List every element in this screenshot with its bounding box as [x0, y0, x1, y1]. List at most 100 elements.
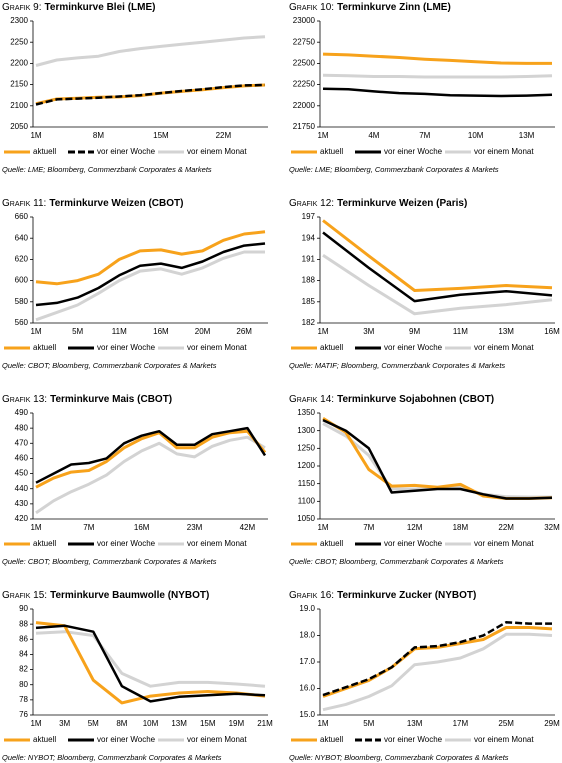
chart-title-text: Terminkurve Weizen (Paris)	[337, 198, 467, 209]
legend-label: aktuell	[33, 147, 56, 156]
legend-label: vor einer Woche	[97, 539, 156, 548]
chart-title-text: Terminkurve Mais (CBOT)	[50, 394, 172, 405]
legend-label: vor einem Monat	[474, 539, 534, 548]
y-tick-label: 82	[19, 665, 28, 674]
y-tick-label: 15.0	[299, 710, 315, 719]
x-tick-label: 9M	[409, 327, 420, 336]
chart-title-text: Terminkurve Zucker (NYBOT)	[337, 590, 476, 601]
x-tick-label: 15M	[153, 131, 169, 140]
x-tick-label: 29M	[544, 719, 560, 728]
y-tick-label: 1350	[297, 408, 315, 417]
series-line	[322, 626, 553, 698]
y-tick-label: 2150	[10, 80, 28, 89]
chart-label: Grafik 16:	[289, 590, 334, 601]
y-tick-label: 1300	[297, 426, 315, 435]
legend-label: vor einer Woche	[97, 147, 156, 156]
y-tick-label: 2050	[10, 122, 28, 131]
chart-title-text: Terminkurve Blei (LME)	[45, 2, 156, 13]
y-tick-label: 22250	[293, 80, 316, 89]
legend-label: vor einer Woche	[384, 147, 443, 156]
series-line	[322, 417, 553, 500]
source-note: Quelle: NYBOT; Bloomberg, Commerzbank Co…	[289, 753, 509, 762]
legend-label: vor einer Woche	[384, 343, 443, 352]
chart-label: Grafik 15:	[2, 590, 47, 601]
y-tick-label: 194	[302, 233, 316, 242]
series-line	[322, 632, 553, 712]
x-tick-label: 20M	[195, 327, 211, 336]
chart-label: Grafik 14:	[289, 394, 334, 405]
chart-title: Grafik 16: Terminkurve Zucker (NYBOT)	[289, 590, 476, 601]
chart-title-text: Terminkurve Baumwolle (NYBOT)	[50, 590, 209, 601]
x-tick-label: 15M	[200, 719, 216, 728]
legend-label: aktuell	[320, 147, 343, 156]
y-tick-label: 1100	[298, 496, 316, 505]
series-line	[35, 83, 266, 106]
x-tick-label: 11M	[453, 327, 468, 336]
x-tick-label: 1M	[30, 327, 41, 336]
legend-label: aktuell	[33, 735, 56, 744]
series-line	[35, 621, 266, 705]
y-tick-label: 78	[19, 695, 28, 704]
x-tick-label: 16M	[153, 327, 169, 336]
series-line	[322, 621, 552, 697]
x-tick-label: 12M	[407, 523, 423, 532]
y-tick-label: 2200	[10, 59, 28, 68]
legend-label: vor einem Monat	[474, 343, 534, 352]
x-tick-label: 7M	[419, 131, 430, 140]
series-line	[322, 52, 552, 65]
source-note: Quelle: CBOT; Bloomberg, Commerzbank Cor…	[2, 361, 217, 370]
x-tick-label: 19M	[229, 719, 245, 728]
legend-label: vor einer Woche	[384, 539, 443, 548]
y-tick-label: 18.0	[299, 631, 315, 640]
legend-label: vor einem Monat	[187, 539, 247, 548]
legend-label: aktuell	[320, 343, 343, 352]
x-tick-label: 1M	[317, 719, 328, 728]
y-tick-label: 185	[302, 297, 316, 306]
y-tick-label: 1050	[297, 514, 315, 523]
series-line	[35, 426, 267, 484]
x-tick-label: 13M	[498, 327, 514, 336]
x-tick-label: 13M	[171, 719, 187, 728]
y-tick-label: 420	[15, 514, 29, 523]
y-tick-label: 84	[19, 650, 28, 659]
y-tick-label: 182	[302, 318, 316, 327]
y-tick-label: 191	[302, 255, 316, 264]
series-line	[35, 630, 266, 688]
chart-title-text: Terminkurve Weizen (CBOT)	[49, 198, 183, 209]
chart-title-text: Terminkurve Zinn (LME)	[337, 2, 451, 13]
series-line	[35, 35, 266, 67]
chart-label: Grafik 10:	[289, 2, 334, 13]
chart-title: Grafik 9: Terminkurve Blei (LME)	[2, 2, 155, 13]
y-tick-label: 17.0	[299, 657, 315, 666]
x-tick-label: 11M	[112, 327, 127, 336]
y-tick-label: 16.0	[299, 684, 315, 693]
legend-label: aktuell	[320, 539, 343, 548]
y-tick-label: 450	[15, 469, 29, 478]
chart-title: Grafik 14: Terminkurve Sojabohnen (CBOT)	[289, 394, 494, 405]
series-line	[322, 219, 553, 292]
source-note: Quelle: CBOT; Bloomberg, Commerzbank Cor…	[2, 557, 217, 566]
x-tick-label: 23M	[187, 523, 203, 532]
series-line	[35, 250, 265, 322]
legend-label: aktuell	[33, 539, 56, 548]
chart-label: Grafik 9:	[2, 2, 42, 13]
x-tick-label: 17M	[453, 719, 469, 728]
x-tick-label: 7M	[83, 523, 94, 532]
y-tick-label: 188	[302, 276, 316, 285]
x-tick-label: 21M	[257, 719, 273, 728]
y-tick-label: 640	[15, 233, 29, 242]
y-tick-label: 1150	[298, 479, 316, 488]
chart-title: Grafik 13: Terminkurve Mais (CBOT)	[2, 394, 172, 405]
x-tick-label: 3M	[363, 327, 374, 336]
chart-title: Grafik 11: Terminkurve Weizen (CBOT)	[2, 198, 183, 209]
x-tick-label: 10M	[468, 131, 484, 140]
y-tick-label: 197	[302, 212, 316, 221]
x-tick-label: 5M	[72, 327, 83, 336]
x-tick-label: 7M	[363, 523, 374, 532]
series-line	[35, 624, 266, 703]
legend-label: vor einem Monat	[187, 147, 247, 156]
y-tick-label: 76	[19, 710, 28, 719]
x-tick-label: 16M	[544, 327, 560, 336]
x-tick-label: 13M	[519, 131, 535, 140]
